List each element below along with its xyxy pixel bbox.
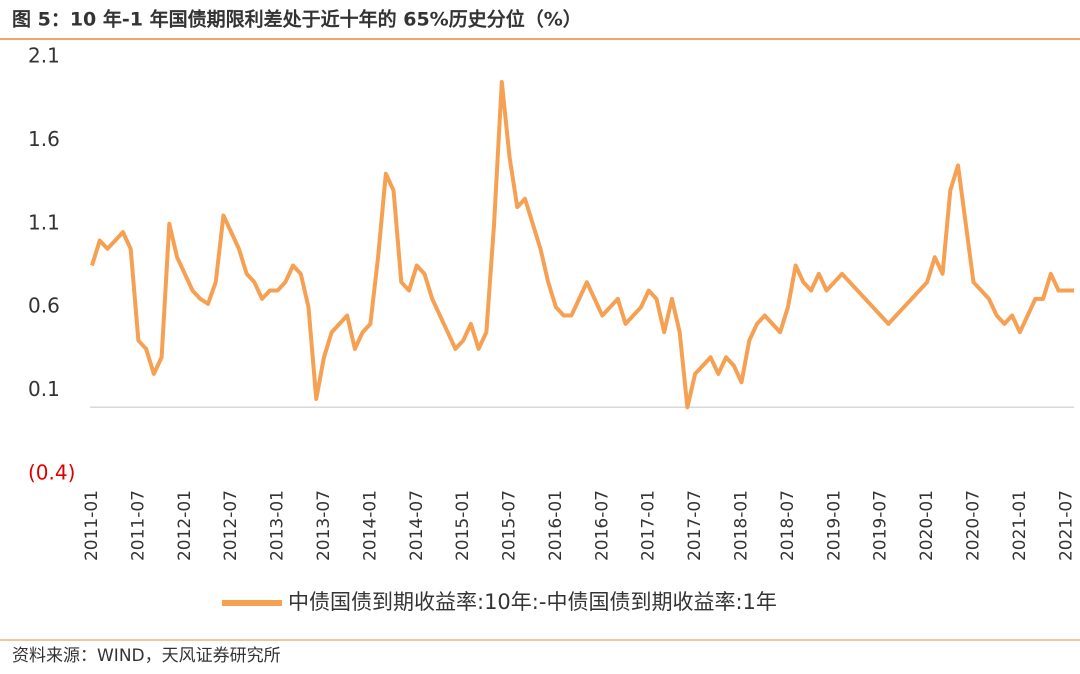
x-tick-label: 2017-01 [639, 490, 659, 561]
legend-label: 中债国债到期收益率:10年:-中债国债到期收益率:1年 [288, 590, 777, 614]
x-tick-label: 2015-07 [500, 490, 520, 561]
x-tick-label: 2015-01 [453, 490, 473, 561]
x-tick-label: 2018-01 [732, 490, 752, 561]
x-tick-label: 2021-01 [1010, 490, 1030, 561]
x-tick-label: 2012-07 [221, 490, 241, 561]
x-tick-label: 2014-01 [360, 490, 380, 561]
y-tick-label: 2.1 [28, 44, 60, 68]
x-tick-label: 2014-07 [407, 490, 427, 561]
x-tick-label: 2016-01 [546, 490, 566, 561]
x-tick-label: 2020-01 [917, 490, 937, 561]
y-tick-label: 0.1 [28, 377, 60, 401]
x-tick-label: 2019-07 [871, 490, 891, 561]
y-tick-label: 0.6 [28, 294, 60, 318]
chart-title: 图 5：10 年-1 年国债期限利差处于近十年的 65%历史分位（%） [12, 8, 582, 31]
y-tick-label: 1.6 [28, 127, 60, 151]
x-tick-label: 2013-07 [314, 490, 334, 561]
x-tick-label: 2016-07 [592, 490, 612, 561]
x-tick-label: 2020-07 [963, 490, 983, 561]
x-tick-label: 2021-07 [1056, 490, 1076, 561]
x-tick-label: 2013-01 [268, 490, 288, 561]
x-tick-label: 2011-01 [82, 490, 102, 561]
y-tick-label: (0.4) [28, 461, 75, 485]
x-tick-label: 2019-01 [824, 490, 844, 561]
line-series [90, 80, 1074, 410]
x-tick-label: 2011-07 [128, 490, 148, 561]
x-tick-label: 2017-07 [685, 490, 705, 561]
x-tick-label: 2018-07 [778, 490, 798, 561]
y-tick-label: 1.1 [28, 210, 60, 234]
source: 资料来源：WIND，天风证券研究所 [12, 646, 281, 666]
x-tick-label: 2012-01 [175, 490, 195, 561]
